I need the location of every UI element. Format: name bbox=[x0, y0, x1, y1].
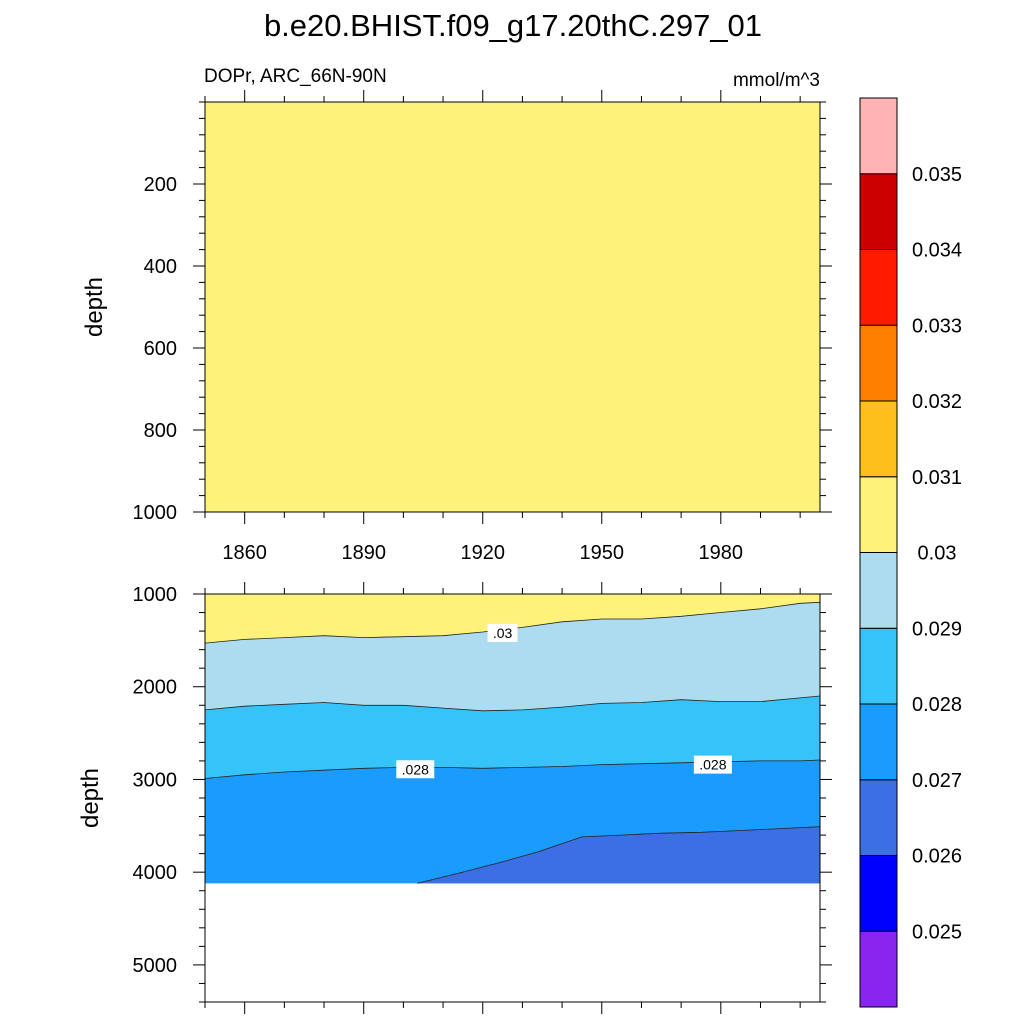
contour-label-box bbox=[487, 623, 518, 642]
top-y-tick-label: 1000 bbox=[133, 502, 178, 524]
contour-label-box bbox=[396, 760, 435, 779]
colorbar-swatch bbox=[859, 324, 898, 402]
bottom-y-tick-label: 2000 bbox=[133, 677, 178, 699]
colorbar-label: 0.035 bbox=[912, 164, 962, 186]
colorbar-label: 0.028 bbox=[912, 694, 962, 716]
colorbar-label: 0.03 bbox=[918, 543, 957, 565]
contour-label-box bbox=[693, 755, 732, 774]
colorbar-swatch bbox=[859, 703, 898, 781]
colorbar-swatch bbox=[859, 400, 898, 478]
contour-label: .03 bbox=[493, 625, 513, 641]
colorbar-label: 0.034 bbox=[912, 240, 962, 262]
colorbar-swatch bbox=[859, 173, 898, 250]
colorbar-label: 0.027 bbox=[912, 770, 962, 792]
top-x-tick-label: 1980 bbox=[699, 542, 744, 564]
colorbar-swatch bbox=[859, 930, 898, 1008]
top-x-tick-label: 1920 bbox=[460, 542, 505, 564]
contour-line-0.027 bbox=[417, 826, 821, 884]
contour-line-0.03 bbox=[204, 601, 821, 644]
top-y-tick-label: 200 bbox=[144, 174, 177, 196]
colorbar-label: 0.026 bbox=[912, 846, 962, 868]
colorbar-swatch bbox=[859, 779, 898, 856]
top-y-tick-label: 800 bbox=[144, 420, 177, 442]
top-x-tick-label: 1860 bbox=[222, 542, 267, 564]
top-panel: 200 400 600 800 1000 1860 1890 1920 1950 1980 dept… bbox=[81, 90, 832, 564]
bottom-y-tick-label: 5000 bbox=[133, 955, 178, 977]
colorbar: 0.025 0.026 0.027 0.028 0.029 0.03 0.031 0.032 0… bbox=[859, 97, 962, 1008]
contour-label: .028 bbox=[402, 761, 429, 777]
top-y-tick-label: 600 bbox=[144, 338, 177, 360]
colorbar-swatch bbox=[859, 476, 898, 553]
top-y-tick-label: 400 bbox=[144, 256, 177, 278]
top-x-tick-label: 1890 bbox=[341, 542, 386, 564]
colorbar-label: 0.025 bbox=[912, 921, 962, 943]
bottom-panel: .03 .028 .028 1000 2000 3000 4000 5000 depth bbox=[77, 582, 832, 1014]
chart-title: b.e20.BHIST.f09_g17.20thC.297_01 bbox=[264, 8, 762, 43]
colorbar-swatch bbox=[859, 552, 898, 629]
colorbar-swatch bbox=[859, 97, 898, 175]
colorbar-swatch bbox=[859, 627, 898, 705]
band-below-0.027 bbox=[417, 826, 820, 884]
colorbar-label: 0.033 bbox=[912, 315, 962, 337]
bottom-y-tick-label: 3000 bbox=[133, 769, 178, 791]
top-y-axis-label: depth bbox=[81, 277, 108, 337]
top-panel-frame bbox=[204, 101, 821, 513]
chart-subtitle-left: DOPr, ARC_66N-90N bbox=[204, 66, 387, 87]
top-x-tick-label: 1950 bbox=[580, 542, 625, 564]
top-panel-fill bbox=[205, 102, 820, 512]
contour-label: .028 bbox=[699, 757, 726, 773]
bottom-y-axis-label: depth bbox=[77, 768, 104, 828]
contour-line-0.028 bbox=[204, 759, 821, 779]
colorbar-swatch bbox=[859, 855, 898, 932]
bottom-y-tick-label: 1000 bbox=[133, 584, 178, 606]
bottom-y-tick-label: 4000 bbox=[133, 862, 178, 884]
colorbar-swatch bbox=[859, 249, 898, 326]
colorbar-label: 0.029 bbox=[912, 618, 962, 640]
colorbar-label: 0.031 bbox=[912, 467, 962, 489]
colorbar-label: 0.032 bbox=[912, 391, 962, 413]
contour-line-0.029 bbox=[204, 695, 821, 712]
chart-units-label: mmol/m^3 bbox=[733, 70, 820, 91]
